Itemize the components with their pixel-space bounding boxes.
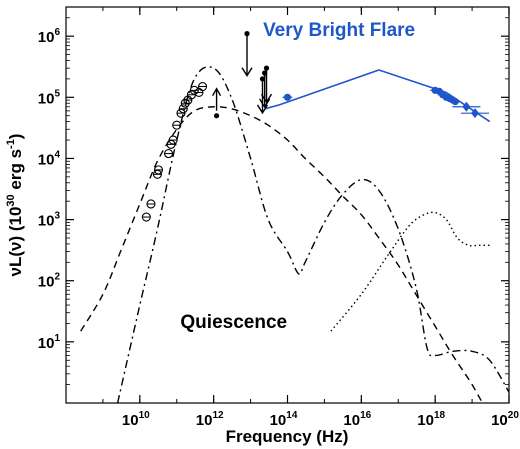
y-tick-label: 104 (38, 149, 61, 168)
x-tick-label: 1020 (491, 410, 519, 429)
upper-arrow-head (211, 87, 222, 97)
series-layer (80, 66, 509, 403)
x-tick-label: 1016 (343, 410, 371, 429)
y-tick-label: 101 (38, 333, 61, 352)
y-tick-label: 103 (38, 211, 61, 230)
x-tick-label: 1018 (417, 410, 445, 429)
y-axis-label: νL(ν) (1030 erg s-1) (5, 134, 25, 277)
annotation-layer: Very Bright Flare Quiescence (180, 20, 415, 333)
chart-annotation: Very Bright Flare (263, 20, 415, 41)
upper-limit-arrow-head (260, 93, 273, 104)
series-solid-line (265, 69, 491, 123)
y-tick-label: 105 (38, 88, 61, 107)
chart-annotation: Quiescence (180, 312, 287, 333)
limit-data-point (213, 113, 220, 119)
y-tick-label: 106 (38, 27, 61, 46)
series-dashdot-line (116, 66, 509, 403)
x-tick-label: 1012 (196, 410, 224, 429)
ticks-layer: 1010 1012 1014 1016 1018 1020 101 102 103 104 105 1… (38, 6, 519, 429)
series-dotted-line (330, 211, 490, 332)
upper-limit-arrow-head (241, 67, 253, 77)
upper-limit-arrow-head (259, 98, 271, 109)
plot-frame (65, 6, 510, 404)
x-tick-label: 1010 (122, 410, 150, 429)
x-axis-label: Frequency (Hz) (226, 427, 349, 446)
x-tick-label: 1014 (270, 410, 298, 429)
upper-limit-arrow-head (256, 104, 269, 115)
y-tick-label: 102 (38, 272, 61, 291)
series-dashed-line (80, 106, 484, 403)
points-layer (141, 31, 490, 222)
